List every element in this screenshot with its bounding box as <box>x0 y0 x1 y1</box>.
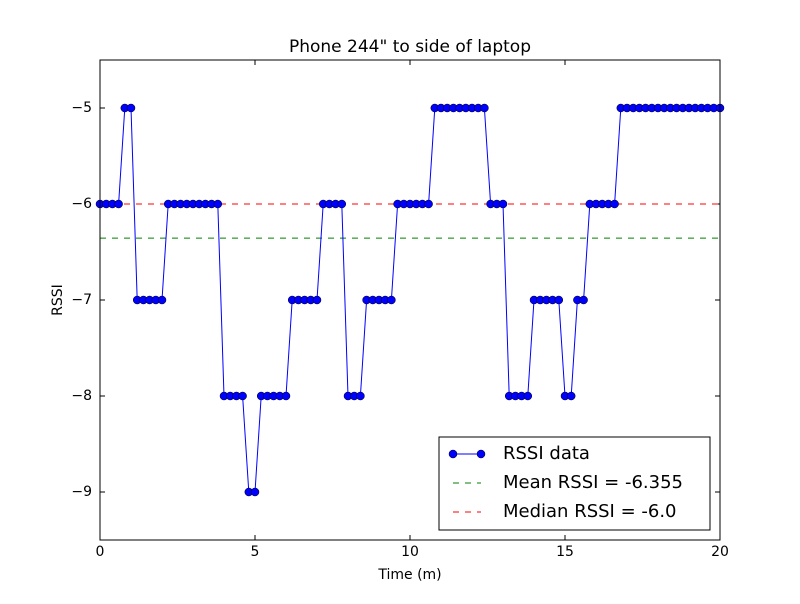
x-tick-label: 10 <box>401 544 419 560</box>
data-point <box>250 487 260 497</box>
data-point <box>387 295 396 305</box>
data-point <box>312 295 322 305</box>
x-tick-label: 15 <box>556 544 574 560</box>
data-point <box>126 103 136 113</box>
data-point <box>566 391 576 401</box>
y-tick-label: −9 <box>71 484 92 500</box>
data-point <box>281 391 291 401</box>
y-tick-label: −7 <box>71 292 92 308</box>
data-point <box>157 295 167 305</box>
data-point <box>114 199 123 209</box>
legend-marker <box>448 449 458 459</box>
data-point <box>337 199 347 209</box>
legend-marker <box>476 449 486 459</box>
legend: RSSI data Mean RSSI = -6.355 Median RSSI =… <box>438 436 711 531</box>
x-tick-label: 5 <box>251 544 260 560</box>
data-point <box>523 391 533 401</box>
data-point <box>424 199 433 209</box>
chart-title: Phone 244" to side of laptop <box>289 37 531 57</box>
plot-frame <box>99 59 721 541</box>
y-tick-label: −8 <box>71 388 92 404</box>
data-point <box>554 295 564 305</box>
data-point <box>610 199 619 209</box>
x-axis-label: Time (m) <box>377 567 441 583</box>
data-point <box>579 295 588 305</box>
data-point <box>480 103 489 113</box>
data-point <box>213 199 223 209</box>
legend-label: RSSI data <box>503 443 590 464</box>
x-tick-label: 0 <box>96 544 105 560</box>
data-point <box>498 199 508 209</box>
x-tick-label: 20 <box>711 544 729 560</box>
y-tick-label: −6 <box>71 196 92 212</box>
y-axis-label: RSSI <box>50 284 66 316</box>
data-point <box>238 391 247 401</box>
legend-label: Median RSSI = -6.0 <box>503 501 677 522</box>
legend-label: Mean RSSI = -6.355 <box>503 472 683 493</box>
data-point <box>356 391 365 401</box>
y-tick-label: −5 <box>71 100 92 116</box>
